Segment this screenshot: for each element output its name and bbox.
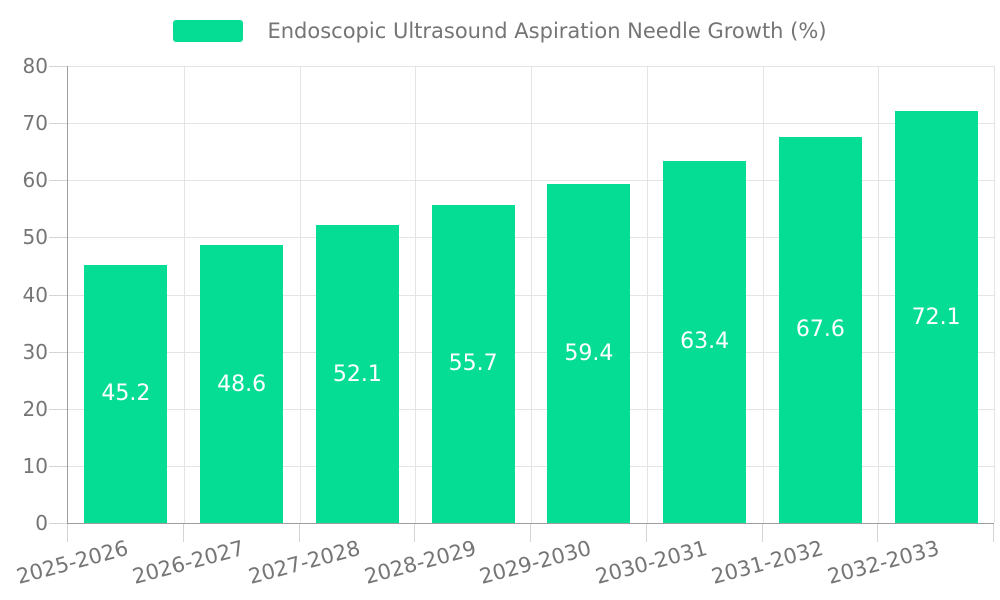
x-axis-tick-label: 2027-2028 xyxy=(245,536,363,589)
y-axis-tick-label: 40 xyxy=(22,282,48,307)
x-axis-tick-label: 2026-2027 xyxy=(130,536,247,589)
bar[interactable]: 45.2 xyxy=(84,264,168,523)
bar-value-label: 59.4 xyxy=(564,340,614,366)
gridline-vertical xyxy=(531,66,532,523)
x-axis-tick-label: 2030-2031 xyxy=(593,536,710,589)
y-axis-tick-label: 30 xyxy=(22,339,48,364)
x-axis-tick xyxy=(762,524,763,542)
x-axis-tick-label: 2031-2032 xyxy=(708,536,826,589)
gridline-vertical xyxy=(994,66,995,523)
bar-value-label: 67.6 xyxy=(795,317,845,343)
x-axis-tick xyxy=(414,524,415,542)
bar[interactable]: 59.4 xyxy=(547,183,631,523)
y-axis-tick-label: 70 xyxy=(22,111,48,136)
y-axis-tick-label: 0 xyxy=(35,511,48,535)
y-axis-tick-label: 80 xyxy=(22,54,48,78)
gridline-vertical xyxy=(763,66,764,523)
y-axis-tick xyxy=(49,66,67,67)
legend[interactable]: Endoscopic Ultrasound Aspiration Needle … xyxy=(0,16,1000,46)
bar[interactable]: 52.1 xyxy=(315,225,399,523)
y-axis-tick xyxy=(49,465,67,467)
x-axis-tick xyxy=(67,524,68,542)
x-axis-tick-label: 2032-2033 xyxy=(824,536,942,589)
x-axis-tick xyxy=(299,524,300,542)
y-axis-tick xyxy=(49,408,67,410)
gridline-vertical xyxy=(415,66,416,523)
gridline-vertical xyxy=(647,66,648,523)
plot-area: 45.2 48.6 52.1 55.7 59.4 63.4 67.6 72.1 xyxy=(67,66,995,524)
x-axis-tick xyxy=(993,524,994,542)
x-axis-tick-label: 2028-2029 xyxy=(361,536,479,589)
gridline-vertical xyxy=(300,66,301,523)
bar-value-label: 55.7 xyxy=(448,351,498,377)
x-axis-tick xyxy=(183,524,184,542)
x-axis-tick xyxy=(877,524,878,542)
y-axis-tick xyxy=(49,123,67,125)
x-axis-tick-label: 2029-2030 xyxy=(477,536,595,589)
y-axis-tick xyxy=(49,180,67,182)
x-axis-tick-label: 2025-2026 xyxy=(14,536,132,589)
legend-label: Endoscopic Ultrasound Aspiration Needle … xyxy=(267,19,827,43)
y-axis-tick xyxy=(49,523,67,524)
bar-value-label: 72.1 xyxy=(911,304,961,330)
y-axis-tick-label: 10 xyxy=(22,453,48,478)
bar[interactable]: 55.7 xyxy=(431,204,515,523)
bar[interactable]: 67.6 xyxy=(778,136,862,523)
bar[interactable]: 63.4 xyxy=(663,160,747,523)
x-axis-tick xyxy=(646,524,647,542)
y-axis-tick xyxy=(49,351,67,353)
y-axis-tick-label: 50 xyxy=(22,225,48,250)
bar-value-label: 63.4 xyxy=(680,329,730,355)
y-axis-tick-label: 60 xyxy=(22,168,48,193)
bar-value-label: 48.6 xyxy=(217,371,267,397)
bar-value-label: 52.1 xyxy=(332,361,382,387)
gridline-vertical xyxy=(878,66,879,523)
bar[interactable]: 72.1 xyxy=(894,111,978,523)
bar-value-label: 45.2 xyxy=(101,381,151,407)
x-axis-tick xyxy=(530,524,531,542)
y-axis-tick xyxy=(49,294,67,296)
y-axis-tick xyxy=(49,237,67,239)
bar[interactable]: 48.6 xyxy=(200,245,284,523)
y-axis-tick-label: 20 xyxy=(22,396,48,421)
gridline-vertical xyxy=(184,66,185,523)
legend-swatch xyxy=(173,20,244,42)
